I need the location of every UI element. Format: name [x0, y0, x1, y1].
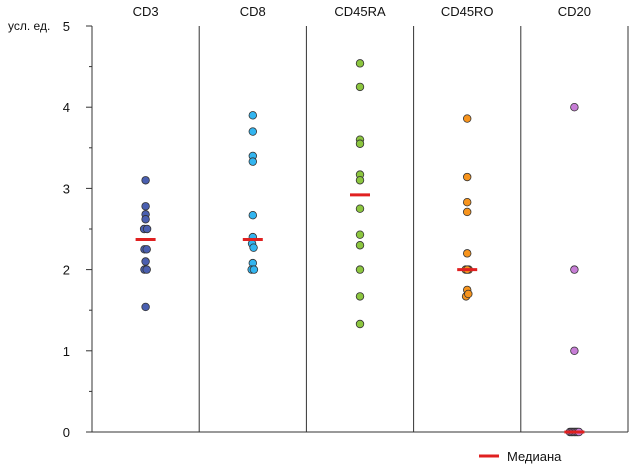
data-point: [249, 265, 259, 274]
data-point: [355, 82, 365, 92]
data-point: [570, 346, 579, 355]
data-point: [248, 210, 257, 220]
category-label: CD45RO: [441, 4, 494, 19]
data-point: [463, 207, 472, 217]
median-markers: [135, 193, 585, 434]
plot-frame: [91, 26, 629, 433]
data-point: [464, 289, 473, 299]
y-axis-unit-label: усл. ед.: [8, 19, 50, 33]
y-tick-label: 3: [63, 181, 70, 196]
category-label: CD3: [133, 4, 159, 19]
data-point: [355, 265, 365, 274]
data-point: [570, 265, 579, 274]
legend-median-label: Медиана: [507, 449, 562, 464]
data-point: [141, 202, 150, 211]
y-axis: 0 1 2 3 4 5: [63, 19, 92, 440]
data-point: [463, 114, 472, 123]
category-labels: CD3 CD8 CD45RA CD45RO CD20: [133, 4, 591, 19]
data-point: [141, 302, 150, 312]
data-point: [142, 265, 151, 274]
y-tick-label: 5: [63, 19, 70, 34]
data-point: [141, 215, 150, 224]
data-point: [142, 245, 151, 254]
data-point: [355, 319, 365, 329]
legend: Медиана: [479, 449, 562, 464]
y-tick-label: 4: [63, 100, 70, 115]
data-point: [141, 176, 150, 185]
data-point: [463, 249, 472, 258]
data-point: [355, 176, 365, 185]
category-label: CD20: [558, 4, 591, 19]
data-point: [248, 157, 257, 166]
data-point: [142, 224, 152, 234]
data-point: [248, 127, 257, 136]
data-point: [463, 198, 472, 207]
data-point: [248, 111, 257, 120]
data-point: [463, 172, 472, 182]
data-point: [355, 139, 365, 148]
y-tick-label: 0: [63, 425, 70, 440]
data-point: [355, 59, 365, 68]
data-point: [249, 243, 258, 252]
category-label: CD45RA: [334, 4, 386, 19]
data-point: [355, 241, 365, 250]
data-point: [141, 257, 150, 266]
category-label: CD8: [240, 4, 266, 19]
data-point: [355, 292, 365, 301]
y-tick-label: 1: [63, 344, 70, 359]
data-point: [355, 230, 365, 239]
data-point: [355, 204, 365, 213]
data-point: [570, 102, 579, 112]
data-points: [139, 59, 584, 437]
y-tick-label: 2: [63, 263, 70, 278]
